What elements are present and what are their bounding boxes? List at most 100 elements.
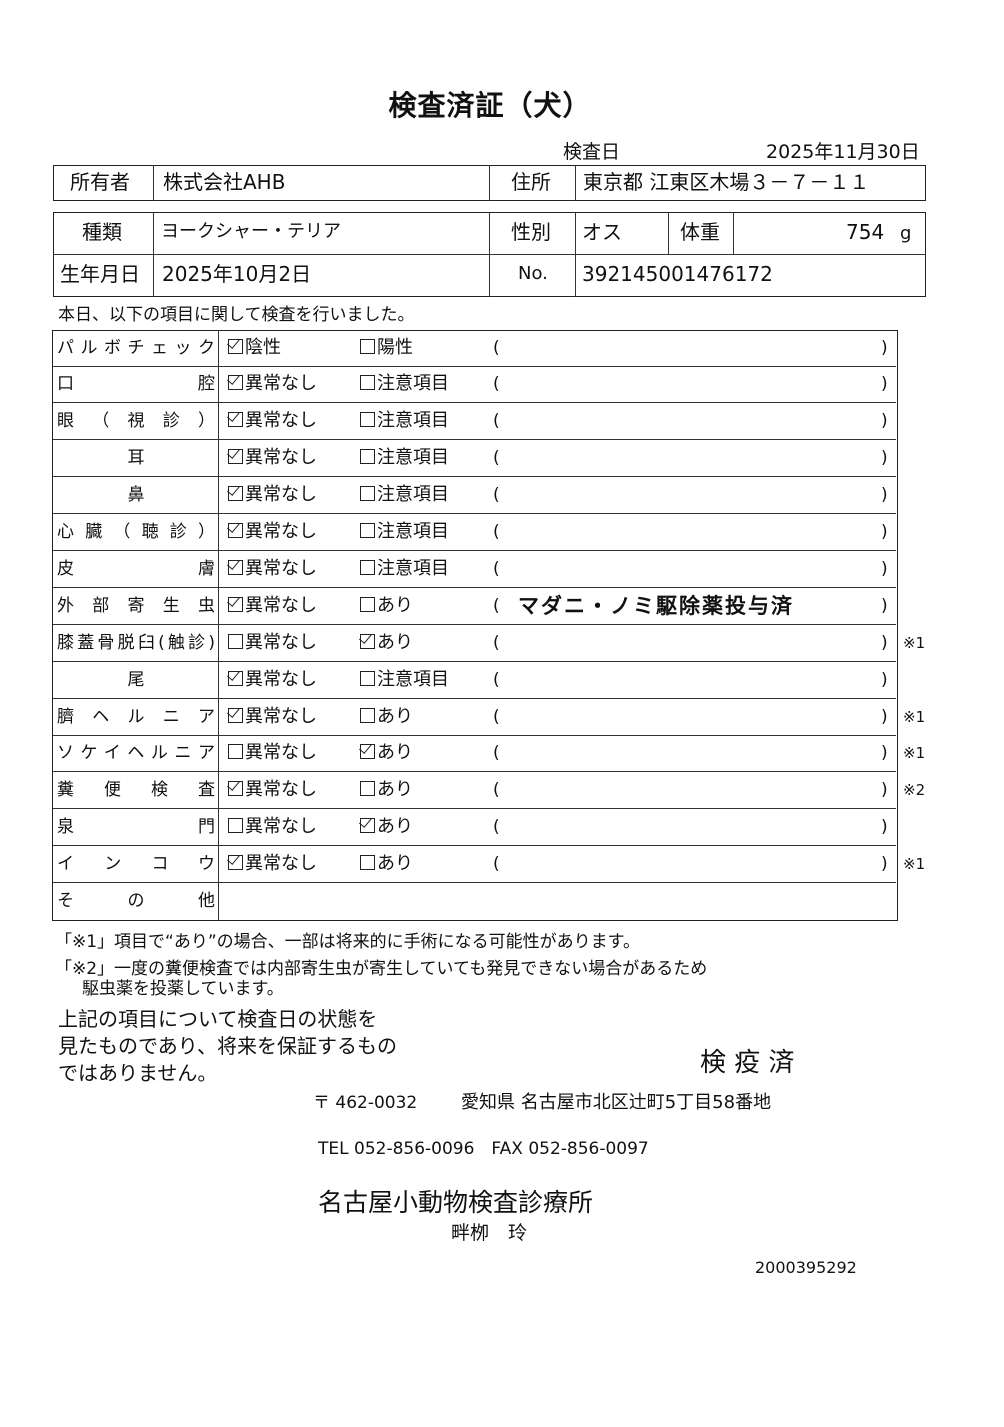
option-2-checkbox[interactable]: 注意項目 — [360, 551, 449, 587]
checked-box-icon[interactable] — [228, 412, 243, 428]
checkbox-icon[interactable] — [360, 855, 375, 871]
option-1-checkbox[interactable]: 異常なし — [228, 366, 317, 402]
option-1-checkbox[interactable]: 異常なし — [228, 588, 317, 624]
checkbox-icon[interactable] — [360, 559, 375, 575]
option-2-checkbox[interactable]: あり — [360, 772, 413, 808]
checkbox-icon[interactable] — [360, 596, 375, 612]
checkbox-icon[interactable] — [228, 818, 243, 834]
sex-value: オス — [582, 220, 622, 244]
row-label: 臍ヘルニア — [57, 706, 215, 727]
option-label: 異常なし — [245, 521, 317, 542]
checked-box-icon[interactable] — [228, 596, 243, 612]
exam-date: 2025年11月30日 — [766, 141, 920, 163]
option-1-checkbox[interactable]: 異常なし — [228, 662, 317, 698]
checked-box-icon[interactable] — [360, 744, 375, 760]
checked-box-icon[interactable] — [228, 338, 243, 354]
option-label: 注意項目 — [377, 668, 449, 690]
checked-box-icon[interactable] — [228, 449, 243, 465]
option-1-checkbox[interactable]: 陰性 — [228, 330, 281, 366]
option-1-checkbox[interactable]: 異常なし — [228, 699, 317, 735]
option-2-checkbox[interactable]: あり — [360, 846, 413, 882]
option-2-checkbox[interactable]: あり — [360, 625, 413, 661]
option-label: 異常なし — [245, 484, 317, 506]
checkbox-icon[interactable] — [360, 670, 375, 686]
no-label: No. — [518, 263, 548, 284]
option-2-checkbox[interactable]: 注意項目 — [360, 477, 449, 513]
option-2-checkbox[interactable]: 注意項目 — [360, 440, 449, 476]
open-paren: ( — [493, 743, 500, 764]
document-number: 2000395292 — [755, 1258, 857, 1277]
checked-box-icon[interactable] — [228, 707, 243, 723]
open-paren: ( — [493, 632, 500, 653]
option-1-checkbox[interactable]: 異常なし — [228, 772, 317, 808]
close-paren: ) — [881, 558, 888, 579]
inspection-row: 口腔 異常なし 注意項目 () — [53, 366, 896, 404]
option-label: あり — [377, 742, 413, 764]
checked-box-icon[interactable] — [360, 633, 375, 649]
checkbox-icon[interactable] — [360, 412, 375, 428]
option-2-checkbox[interactable]: 注意項目 — [360, 403, 449, 439]
option-1-checkbox[interactable]: 異常なし — [228, 735, 317, 771]
breed-label: 種類 — [82, 220, 122, 244]
disclaimer-line: ではありません。 — [58, 1061, 218, 1085]
checked-box-icon[interactable] — [228, 855, 243, 871]
option-label: 注意項目 — [377, 373, 449, 395]
checked-box-icon[interactable] — [228, 523, 243, 538]
row-label: 心臓（聴診） — [57, 522, 215, 542]
checked-box-icon[interactable] — [228, 375, 243, 391]
open-paren: ( — [493, 448, 500, 469]
option-1-checkbox[interactable]: 異常なし — [228, 440, 317, 476]
option-1-checkbox[interactable]: 異常なし — [228, 625, 317, 661]
checked-box-icon[interactable] — [228, 486, 243, 502]
option-2-checkbox[interactable]: 注意項目 — [360, 662, 449, 698]
option-label: あり — [377, 705, 413, 727]
checkbox-icon[interactable] — [360, 338, 375, 354]
checked-box-icon[interactable] — [228, 781, 243, 797]
weight-unit: g — [900, 223, 912, 244]
checked-box-icon[interactable] — [228, 559, 243, 575]
inspection-row: 外部寄生虫 異常なし あり () マダニ・ノミ駆除薬投与済 — [53, 587, 896, 625]
option-2-checkbox[interactable]: あり — [360, 735, 413, 771]
option-1-checkbox[interactable]: 異常なし — [228, 551, 317, 587]
checkbox-icon[interactable] — [360, 707, 375, 723]
option-2-checkbox[interactable]: あり — [360, 809, 413, 845]
checkbox-icon[interactable] — [228, 633, 243, 649]
checkbox-icon[interactable] — [360, 523, 375, 538]
inspection-row: パルボチェック 陰性 陽性 () — [53, 329, 896, 367]
option-label: 異常なし — [245, 816, 317, 838]
option-2-checkbox[interactable]: 注意項目 — [360, 366, 449, 402]
option-label: 異常なし — [245, 668, 317, 690]
checkbox-icon[interactable] — [360, 486, 375, 502]
row-label: 尾 — [127, 669, 145, 690]
option-2-checkbox[interactable]: あり — [360, 699, 413, 735]
open-paren: ( — [493, 780, 500, 801]
footnote-marker: ※1 — [903, 855, 926, 874]
checked-box-icon[interactable] — [228, 670, 243, 686]
checkbox-icon[interactable] — [360, 781, 375, 797]
footnote-2: 「※2」一度の糞便検査では内部寄生虫が寄生していても発見できない場合があるため — [55, 959, 708, 979]
inspection-row: 尾 異常なし 注意項目 () — [53, 661, 896, 699]
option-1-checkbox[interactable]: 異常なし — [228, 403, 317, 439]
option-2-checkbox[interactable]: あり — [360, 588, 413, 624]
option-2-checkbox[interactable]: 陽性 — [360, 330, 413, 366]
disclaimer: 上記の項目について検査日の状態を 見たものであり、将来を保証するもの ではありま… — [58, 1006, 397, 1087]
checked-box-icon[interactable] — [360, 818, 375, 834]
open-paren: ( — [493, 669, 500, 690]
option-1-checkbox[interactable]: 異常なし — [228, 846, 317, 882]
checkbox-icon[interactable] — [228, 744, 243, 760]
option-label: 異常なし — [245, 705, 317, 727]
sex-label: 性別 — [511, 220, 551, 244]
close-paren: ) — [881, 522, 888, 542]
checkbox-icon[interactable] — [360, 449, 375, 465]
option-label: 異常なし — [245, 742, 317, 764]
footnote-1: 「※1」項目で“あり”の場合、一部は将来的に手術になる可能性があります。 — [55, 932, 640, 952]
option-2-checkbox[interactable]: 注意項目 — [360, 514, 449, 550]
option-1-checkbox[interactable]: 異常なし — [228, 477, 317, 513]
row-label: 鼻 — [127, 485, 145, 506]
checkbox-icon[interactable] — [360, 375, 375, 391]
option-1-checkbox[interactable]: 異常なし — [228, 514, 317, 550]
option-label: 異常なし — [245, 779, 317, 801]
option-label: あり — [377, 853, 413, 875]
option-label: 注意項目 — [377, 521, 449, 542]
option-1-checkbox[interactable]: 異常なし — [228, 809, 317, 845]
